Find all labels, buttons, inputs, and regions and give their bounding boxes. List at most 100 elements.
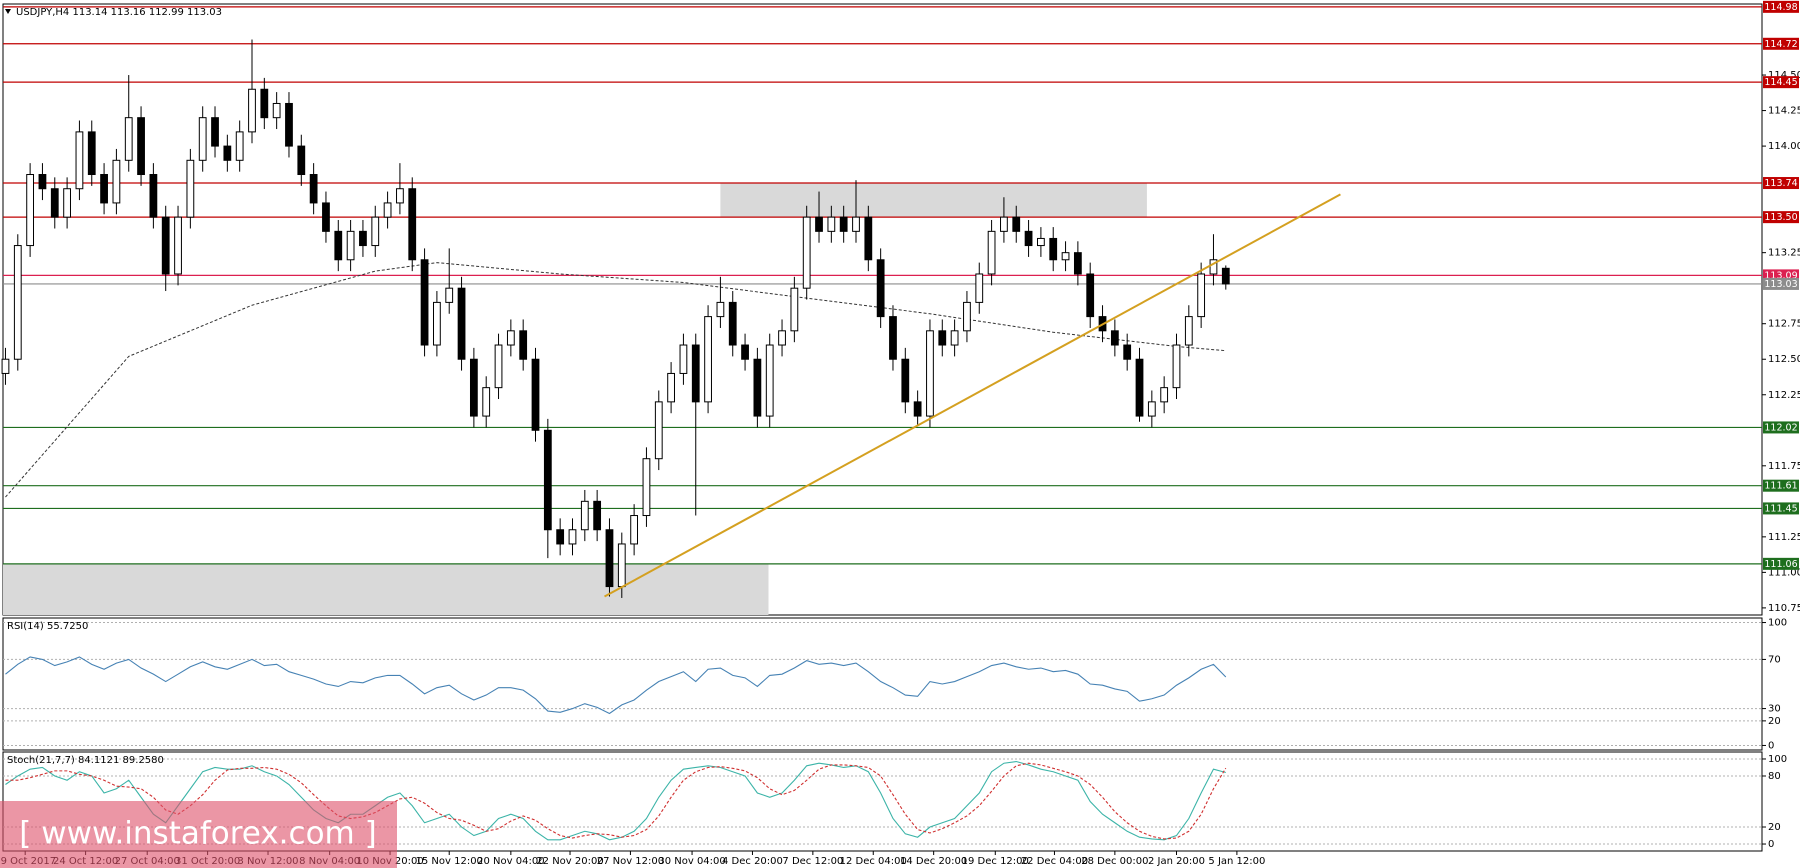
- candle-body: [1135, 358, 1144, 417]
- level-label: 113.03: [1764, 279, 1797, 290]
- candle-body: [679, 344, 688, 374]
- y-tick-label: 80: [1768, 771, 1781, 782]
- candle-body: [506, 330, 515, 346]
- candle-body: [1221, 267, 1230, 285]
- candle-body: [963, 301, 971, 332]
- moving-average: [5, 262, 1226, 498]
- indicator-line: [5, 760, 1226, 841]
- candle-body: [728, 301, 737, 346]
- y-tick-label: 112.25: [1768, 390, 1800, 401]
- candle-body: [519, 330, 528, 360]
- x-tick-label: 19 Dec 12:00: [962, 856, 1029, 867]
- pane-frame: [2, 3, 1763, 616]
- x-tick-label: 20 Nov 04:00: [477, 856, 544, 867]
- candle-body: [211, 117, 219, 147]
- candle-body: [1061, 252, 1070, 261]
- candle-body: [593, 500, 602, 531]
- y-tick-label: 70: [1768, 654, 1781, 665]
- level-label: 113.74: [1764, 178, 1797, 189]
- y-tick-label: 0: [1768, 740, 1774, 751]
- y-tick-label: 0: [1768, 839, 1774, 850]
- candle-body: [1123, 344, 1132, 360]
- x-tick-label: 28 Dec 00:00: [1081, 856, 1148, 867]
- candle-body: [457, 287, 466, 360]
- candle-body: [1160, 387, 1169, 403]
- candle-body: [1000, 216, 1008, 232]
- candle-body: [1073, 252, 1082, 275]
- candle-body: [852, 216, 860, 232]
- candle-body: [137, 117, 145, 176]
- candle-body: [765, 344, 774, 417]
- candle-body: [371, 216, 380, 247]
- candle-body: [778, 330, 786, 346]
- candle-body: [433, 301, 441, 346]
- zone: [720, 183, 1147, 218]
- level-label-box: [1763, 76, 1799, 89]
- candle-body: [1184, 316, 1193, 346]
- candle-body: [630, 515, 639, 545]
- candle-body: [248, 88, 256, 133]
- candle-body: [938, 330, 947, 346]
- candle-body: [1024, 230, 1033, 247]
- level-label-box: [1763, 557, 1799, 570]
- level-label: 112.02: [1764, 422, 1797, 433]
- candle-body: [346, 230, 355, 261]
- candle-body: [13, 245, 22, 360]
- indicator-line: [5, 762, 1227, 840]
- candle-body: [839, 216, 848, 232]
- candle-body: [235, 131, 244, 161]
- candle-body: [63, 188, 71, 218]
- candle-body: [1, 358, 10, 374]
- x-tick-label: 22 Nov 20:00: [536, 856, 603, 867]
- level-label: 111.45: [1764, 503, 1797, 514]
- candle-body: [334, 230, 343, 261]
- trendline: [604, 193, 1341, 598]
- candle-body: [26, 174, 35, 247]
- x-tick-label: 27 Nov 12:00: [597, 856, 664, 867]
- candle-body: [285, 102, 293, 147]
- candle-body: [482, 387, 491, 417]
- candle-body: [260, 88, 269, 119]
- candle-body: [445, 287, 454, 303]
- candle-body: [790, 287, 799, 332]
- candle-body: [469, 358, 478, 417]
- candle-body: [913, 401, 922, 417]
- candle-body: [1147, 401, 1156, 417]
- candle-body: [50, 188, 59, 218]
- level-label: 111.61: [1764, 481, 1797, 492]
- candle-body: [691, 344, 700, 403]
- watermark-box: [0, 801, 397, 868]
- candle-body: [815, 216, 823, 232]
- candle-body: [174, 216, 182, 275]
- candle-body: [1209, 259, 1218, 275]
- candle-body: [642, 458, 651, 517]
- x-tick-label: 5 Jan 12:00: [1208, 856, 1265, 867]
- candle-body: [100, 174, 108, 204]
- candle-body: [396, 188, 404, 204]
- candle-body: [359, 230, 367, 247]
- level-label-box: [1763, 211, 1799, 224]
- level-label-box: [1763, 177, 1799, 190]
- indicator-line: [5, 656, 1227, 715]
- candle-body: [272, 102, 281, 119]
- x-tick-label: 15 Nov 12:00: [416, 856, 483, 867]
- y-tick-label: 111.75: [1768, 461, 1800, 472]
- y-tick-label: 20: [1768, 822, 1781, 833]
- candle-body: [543, 429, 552, 531]
- y-tick-label: 100: [1768, 618, 1787, 629]
- pane-title: Stoch(21,7,7) 84.1121 89.2580: [7, 755, 164, 766]
- candle-body: [531, 358, 540, 431]
- candle-body: [87, 131, 96, 176]
- x-tick-label: 14 Dec 20:00: [900, 856, 967, 867]
- candle-body: [987, 230, 996, 275]
- zone: [3, 563, 769, 615]
- candle-body: [876, 259, 885, 318]
- y-tick-label: 111.00: [1768, 567, 1800, 578]
- y-tick-label: 114.50: [1768, 70, 1800, 81]
- level-label-box: [1763, 421, 1799, 434]
- candle-body: [1086, 273, 1095, 318]
- candle-body: [297, 145, 306, 176]
- x-tick-label: 7 Dec 12:00: [782, 856, 843, 867]
- y-tick-label: 114.00: [1768, 141, 1800, 152]
